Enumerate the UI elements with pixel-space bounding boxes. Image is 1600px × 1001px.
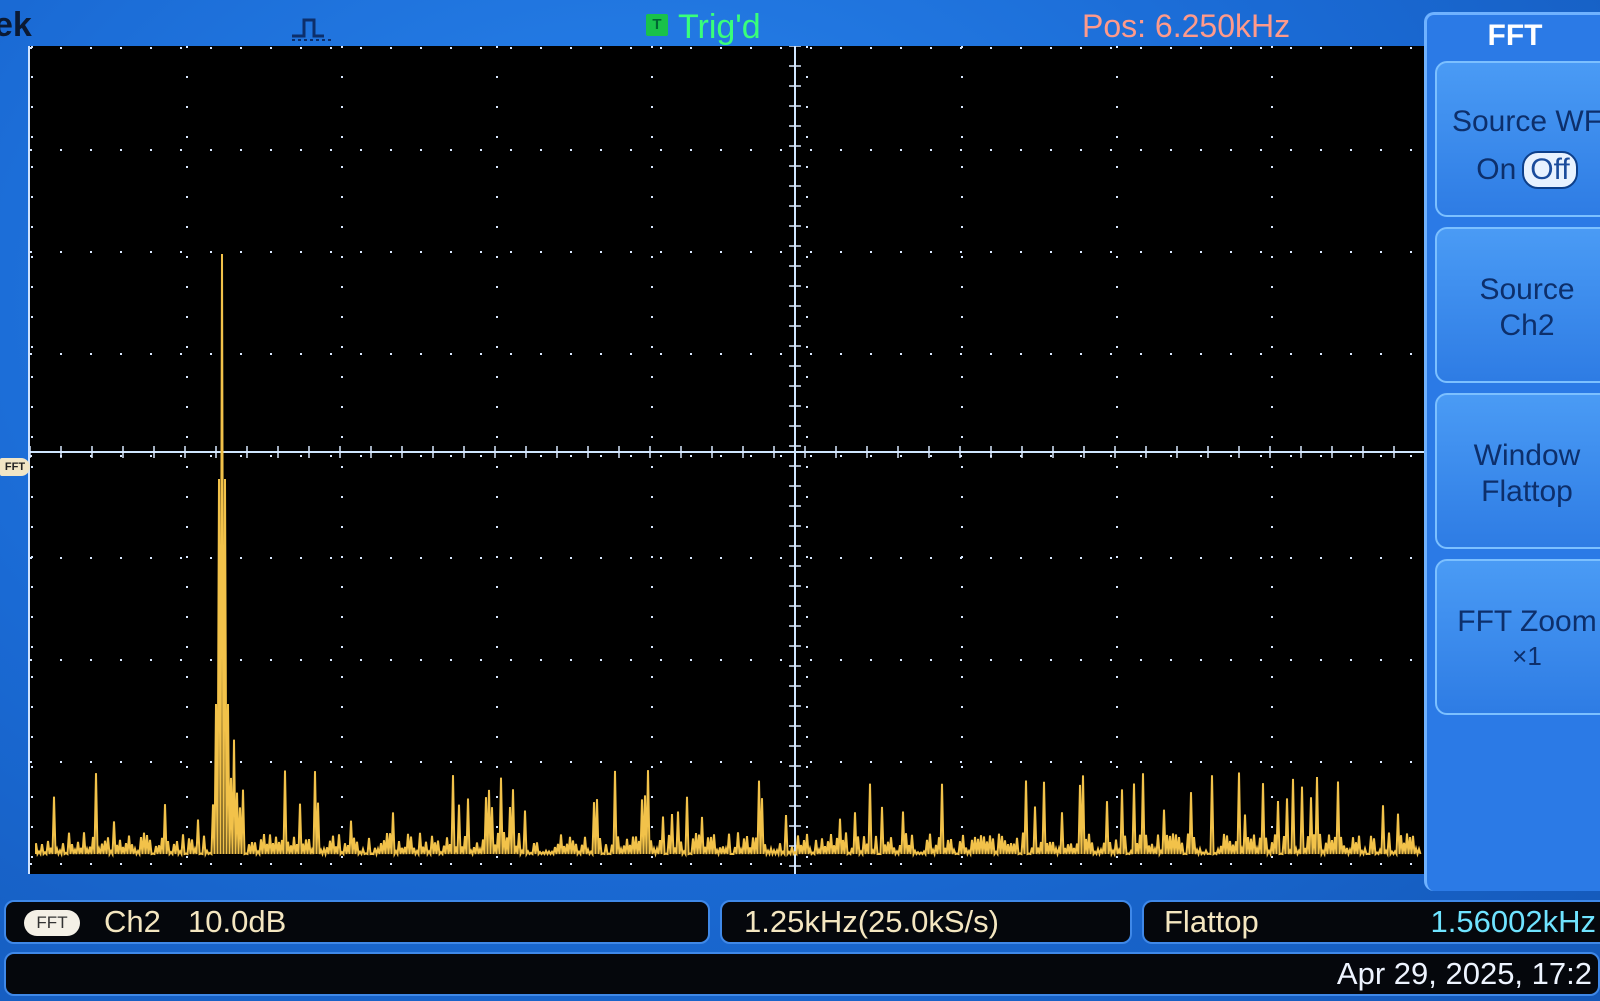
top-status-bar: ek T Trig'd Pos: 6.250kHz xyxy=(0,0,1420,48)
date-bar: Apr 29, 2025, 17:2 xyxy=(4,952,1600,996)
source-wf-label: Source WF xyxy=(1451,105,1600,138)
channel-readout[interactable]: FFT Ch2 10.0dB xyxy=(4,900,710,944)
brand-logo: ek xyxy=(0,6,32,44)
trigger-edge-icon xyxy=(292,18,332,41)
source-wf-button[interactable]: Source WF On Off xyxy=(1435,61,1600,217)
fft-reference-marker[interactable]: FFT xyxy=(0,458,30,476)
waveform-graticule[interactable] xyxy=(28,46,1424,874)
bottom-status-bar: FFT Ch2 10.0dB 1.25kHz(25.0kS/s) Flattop… xyxy=(4,900,1600,944)
fft-zoom-button[interactable]: FFT Zoom ×1 xyxy=(1435,559,1600,715)
source-wf-toggle[interactable]: On Off xyxy=(1437,151,1600,189)
fft-zoom-value: ×1 xyxy=(1512,641,1542,671)
frequency-per-division: 1.25kHz(25.0kS/s) xyxy=(744,904,999,939)
fft-badge: FFT xyxy=(24,910,80,936)
window-readout[interactable]: Flattop 1.56002kHz xyxy=(1142,900,1600,944)
trigger-status: Trig'd xyxy=(678,8,761,46)
window-value: Flattop xyxy=(1481,475,1573,508)
fft-side-menu: FFT Source WF On Off Source Ch2 Window Fl… xyxy=(1424,12,1600,891)
source-value: Ch2 xyxy=(1499,309,1555,342)
fft-spectrum-display xyxy=(30,46,1424,874)
spectrum-trace xyxy=(35,253,1422,858)
window-label: Window xyxy=(1473,439,1581,472)
menu-title: FFT xyxy=(1487,19,1543,52)
source-button[interactable]: Source Ch2 xyxy=(1435,227,1600,383)
window-button[interactable]: Window Flattop xyxy=(1435,393,1600,549)
date-time: Apr 29, 2025, 17:2 xyxy=(1336,956,1592,991)
toggle-off-option[interactable]: Off xyxy=(1522,151,1578,189)
window-type: Flattop xyxy=(1164,904,1259,939)
fft-zoom-label: FFT Zoom xyxy=(1457,605,1597,638)
horizontal-readout[interactable]: 1.25kHz(25.0kS/s) xyxy=(720,900,1132,944)
cursor-frequency: 1.56002kHz xyxy=(1430,904,1596,939)
toggle-on-option[interactable]: On xyxy=(1476,153,1517,186)
channel-name: Ch2 xyxy=(104,904,161,939)
vertical-scale: 10.0dB xyxy=(188,904,287,939)
source-label: Source xyxy=(1479,273,1575,306)
position-readout: Pos: 6.250kHz xyxy=(1082,8,1291,44)
trigger-indicator-icon: T xyxy=(646,14,668,36)
